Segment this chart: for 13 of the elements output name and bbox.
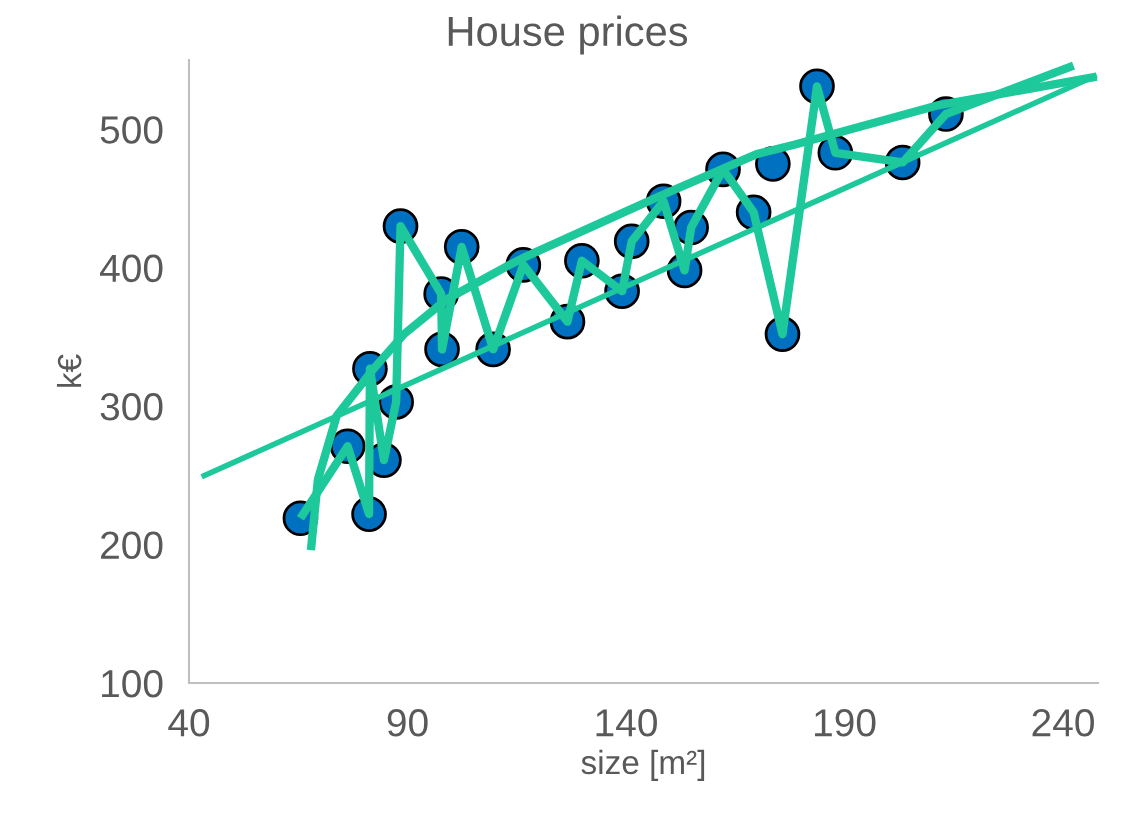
- y-tick-label: 300: [100, 393, 163, 421]
- x-tick-label: 190: [815, 709, 876, 737]
- y-tick-label: 400: [100, 254, 163, 283]
- x-tick-label: 140: [596, 709, 657, 737]
- y-tick-label: 100: [102, 669, 163, 698]
- y-tick-label: 500: [100, 116, 163, 144]
- x-axis-title: size [m²]: [581, 749, 705, 781]
- y-axis-title: k€: [56, 354, 82, 387]
- y-tick-label: 200: [101, 531, 163, 560]
- x-tick-label: 240: [1032, 709, 1094, 737]
- chart-title: House prices: [448, 15, 688, 55]
- x-tick-label: 90: [387, 709, 428, 737]
- x-tick-label: 40: [168, 709, 210, 737]
